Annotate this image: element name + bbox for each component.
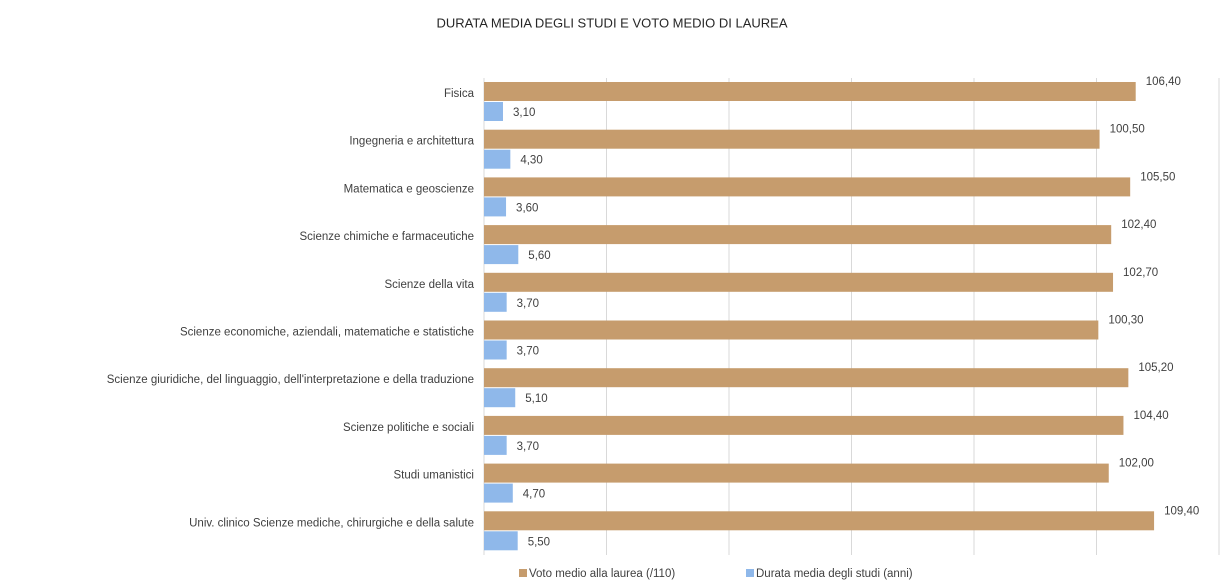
data-label: 102,70 — [1123, 267, 1158, 279]
data-label: 5,50 — [528, 536, 550, 548]
data-label: 3,70 — [517, 346, 539, 358]
y-tick-label: Scienze chimiche e farmaceutiche — [300, 231, 475, 243]
bar — [484, 149, 511, 169]
data-label: 3,70 — [517, 441, 539, 453]
bar — [484, 340, 507, 360]
data-label: 105,20 — [1138, 362, 1173, 374]
y-tick-label: Studi umanistici — [393, 470, 474, 482]
bar — [484, 82, 1136, 101]
bar — [484, 463, 1109, 483]
bar — [484, 197, 507, 217]
bar — [484, 129, 1100, 149]
y-tick-label: Fisica — [444, 88, 475, 100]
bar — [484, 292, 507, 312]
data-label: 100,30 — [1108, 315, 1143, 327]
data-label: 3,70 — [517, 298, 539, 310]
y-tick-label: Matematica e geoscienze — [344, 183, 474, 195]
data-label: 5,10 — [525, 393, 547, 405]
bar — [484, 102, 503, 121]
bar — [484, 511, 1155, 531]
y-tick-label: Scienze politiche e sociali — [343, 422, 474, 434]
legend-swatch — [519, 569, 527, 577]
data-label: 5,60 — [528, 250, 550, 262]
data-label: 105,50 — [1140, 171, 1175, 183]
data-label: 102,00 — [1119, 458, 1154, 470]
y-tick-label: Scienze giuridiche, del linguaggio, dell… — [107, 374, 474, 386]
data-label: 4,30 — [520, 155, 542, 167]
data-label: 109,40 — [1164, 505, 1199, 517]
y-tick-label: Ingegneria e architettura — [349, 136, 474, 148]
y-tick-label: Univ. clinico Scienze mediche, chirurgic… — [189, 517, 474, 529]
y-tick-label: Scienze economiche, aziendali, matematic… — [180, 327, 474, 339]
data-label: 100,50 — [1110, 124, 1145, 136]
data-label: 106,40 — [1146, 76, 1181, 88]
bar — [484, 483, 513, 503]
data-label: 4,70 — [523, 489, 545, 501]
bar — [484, 225, 1112, 245]
chart-title: DURATA MEDIA DEGLI STUDI E VOTO MEDIO DI… — [436, 15, 787, 30]
bar — [484, 435, 507, 455]
legend-label: Voto medio alla laurea (/110) — [529, 568, 675, 580]
bar — [484, 415, 1124, 435]
data-label: 3,60 — [516, 202, 538, 214]
bar — [484, 388, 516, 408]
data-label: 104,40 — [1133, 410, 1168, 422]
legend-label: Durata media degli studi (anni) — [756, 568, 913, 580]
bar — [484, 177, 1131, 197]
bar — [484, 272, 1114, 292]
data-label: 3,10 — [513, 107, 535, 119]
bar — [484, 245, 519, 265]
bar — [484, 368, 1129, 388]
legend-swatch — [746, 569, 754, 577]
bar — [484, 320, 1099, 340]
data-label: 102,40 — [1121, 219, 1156, 231]
y-tick-label: Scienze della vita — [385, 279, 475, 291]
bar — [484, 531, 518, 551]
